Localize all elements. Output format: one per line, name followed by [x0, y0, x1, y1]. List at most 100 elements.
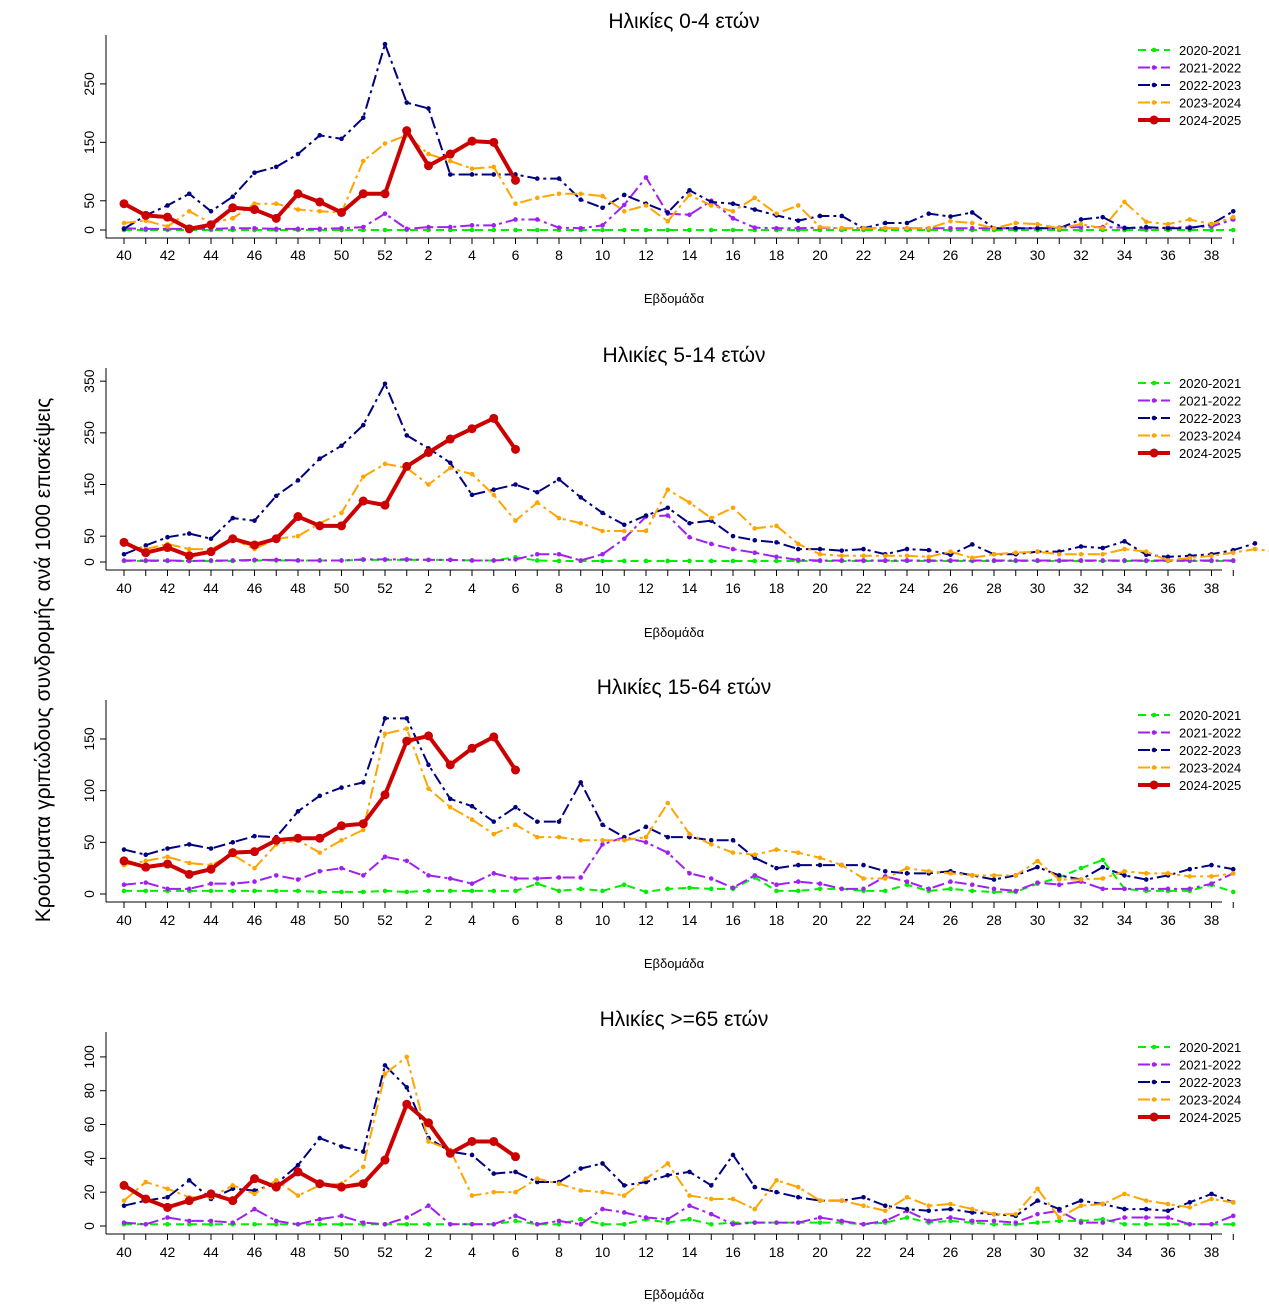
data-point-2022-2023	[1230, 866, 1236, 872]
x-tick-label: 28	[986, 580, 1002, 596]
data-point-2022-2023	[1122, 873, 1127, 878]
data-point-2020-2021	[404, 1222, 410, 1227]
data-point-2021-2022	[665, 850, 671, 855]
data-point-2021-2022	[534, 1222, 540, 1227]
data-point-2023-2024	[665, 487, 671, 492]
legend-marker	[1151, 712, 1157, 718]
y-tick-label: 50	[81, 528, 97, 544]
data-point-2022-2023	[1143, 1206, 1149, 1212]
data-point-2021-2022	[513, 557, 518, 562]
data-point-2023-2024	[1013, 1211, 1019, 1217]
data-point-2023-2024	[295, 207, 301, 212]
data-point-2021-2022	[447, 224, 453, 230]
data-point-2021-2022	[621, 536, 627, 542]
data-point-2024-2025	[228, 1196, 238, 1206]
data-point-2024-2025	[141, 548, 151, 558]
data-point-2024-2025	[315, 833, 325, 843]
legend-marker	[1149, 448, 1159, 458]
data-point-2023-2024	[926, 225, 932, 231]
data-point-2024-2025	[250, 1174, 259, 1184]
data-point-2020-2021	[295, 888, 301, 894]
data-point-2024-2025	[163, 1202, 172, 1212]
x-axis-label: Εβδομάδα	[644, 291, 705, 306]
data-point-2022-2023	[730, 1152, 736, 1158]
data-point-2021-2022	[360, 224, 366, 230]
x-tick-label: 30	[1030, 1244, 1046, 1260]
data-point-2021-2022	[295, 226, 301, 232]
data-point-2021-2022	[469, 558, 475, 563]
data-point-2023-2024	[1013, 873, 1019, 878]
y-tick-label: 40	[81, 1150, 97, 1166]
data-point-2023-2024	[948, 218, 953, 224]
data-point-2023-2024	[1078, 1203, 1084, 1209]
data-point-2020-2021	[774, 558, 779, 564]
data-point-2022-2023	[795, 218, 801, 223]
data-point-2022-2023	[165, 1194, 170, 1200]
data-point-2023-2024	[1165, 558, 1171, 563]
data-point-2022-2023	[317, 133, 323, 138]
legend-marker	[1151, 380, 1157, 386]
data-point-2020-2021	[665, 1220, 671, 1225]
data-point-2023-2024	[904, 225, 910, 231]
data-point-2022-2023	[556, 477, 562, 482]
data-point-2022-2023	[1165, 225, 1171, 231]
data-point-2021-2022	[904, 879, 910, 884]
data-point-2023-2024	[730, 850, 736, 855]
data-point-2020-2021	[1100, 1216, 1106, 1222]
data-point-2021-2022	[926, 1218, 932, 1224]
x-tick-label: 8	[555, 247, 563, 263]
data-point-2023-2024	[578, 837, 584, 843]
data-point-2020-2021	[948, 1218, 953, 1224]
data-point-2021-2022	[1165, 886, 1171, 892]
legend-marker	[1151, 1062, 1157, 1067]
data-point-2020-2021	[1230, 889, 1236, 895]
data-point-2020-2021	[382, 227, 388, 233]
data-point-2022-2023	[360, 780, 366, 785]
data-point-2024-2025	[337, 1182, 346, 1192]
data-point-2022-2023	[1078, 544, 1084, 549]
data-point-2022-2023	[534, 489, 540, 495]
data-point-2023-2024	[882, 225, 888, 231]
data-point-2023-2024	[513, 1189, 518, 1195]
legend-label: 2024-2025	[1179, 446, 1241, 461]
data-point-2023-2024	[839, 862, 845, 868]
data-point-2022-2023	[665, 1172, 671, 1178]
legend-marker	[1151, 65, 1157, 70]
data-point-2023-2024	[708, 842, 714, 847]
data-point-2024-2025	[293, 1167, 303, 1177]
data-point-2024-2025	[119, 1180, 129, 1190]
x-tick-label: 46	[247, 1244, 263, 1260]
data-point-2023-2024	[621, 1193, 627, 1198]
data-point-2021-2022	[360, 873, 366, 878]
x-tick-label: 52	[377, 912, 393, 928]
legend-marker	[1151, 1079, 1157, 1085]
data-point-2023-2024	[1078, 221, 1084, 227]
data-point-2020-2021	[1230, 1222, 1236, 1227]
legend-label: 2020-2021	[1179, 708, 1241, 723]
data-point-2023-2024	[230, 216, 236, 221]
data-point-2023-2024	[1078, 551, 1084, 557]
data-point-2020-2021	[230, 888, 236, 894]
data-point-2020-2021	[687, 885, 692, 891]
data-point-2021-2022	[774, 225, 779, 231]
data-point-2024-2025	[402, 126, 412, 136]
data-point-2023-2024	[1122, 1191, 1127, 1197]
panel-title: Ηλικίες 15-64 ετών	[597, 676, 772, 699]
data-point-2021-2022	[1078, 1220, 1084, 1225]
series-line-2021-2022	[123, 1204, 1234, 1226]
x-tick-label: 24	[899, 247, 915, 263]
data-point-2023-2024	[556, 515, 562, 521]
data-point-2022-2023	[1143, 877, 1149, 882]
data-point-2021-2022	[426, 224, 431, 230]
data-point-2023-2024	[556, 834, 562, 840]
x-tick-label: 22	[856, 580, 872, 596]
data-point-2024-2025	[358, 819, 368, 829]
data-point-2023-2024	[1100, 551, 1106, 557]
data-point-2020-2021	[621, 1222, 627, 1227]
legend-label: 2024-2025	[1179, 113, 1241, 128]
data-point-2024-2025	[184, 1196, 194, 1206]
data-point-2023-2024	[360, 474, 366, 480]
data-point-2020-2021	[534, 227, 540, 233]
data-point-2020-2021	[1078, 865, 1084, 871]
data-point-2023-2024	[817, 551, 823, 557]
